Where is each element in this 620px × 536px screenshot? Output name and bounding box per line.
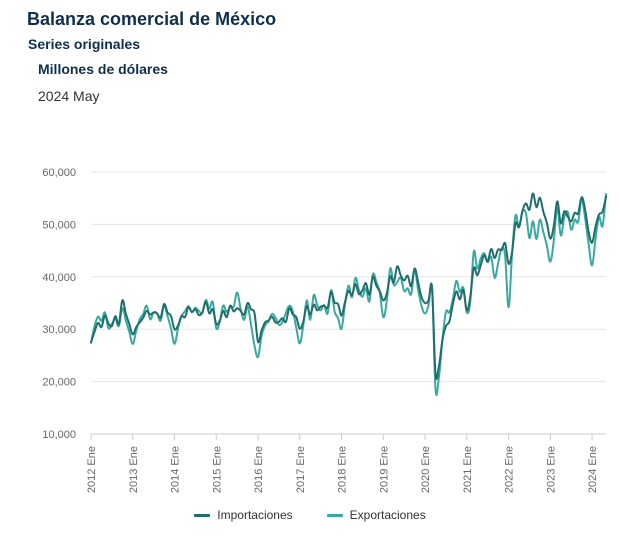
line-chart: 10,000 20,000 30,000 40,000 50,000 60,000 201… [42,167,607,493]
grid-lines [91,171,606,435]
x-tick-label: 2022 Ene [504,446,516,493]
legend-item-exportaciones[interactable]: Exportaciones [326,508,426,522]
chart-subtitle: Series originales [28,36,141,52]
x-tick-label: 2016 Ene [253,446,265,493]
x-tick-label: 2012 Ene [86,446,98,493]
x-tick-label: 2013 Ene [128,446,140,493]
legend-label-importaciones: Importaciones [217,508,293,522]
legend: Importaciones Exportaciones [0,508,620,522]
x-tick-label: 2024 Ene [587,446,599,493]
y-tick-label: 10,000 [42,429,76,441]
x-tick-label: 2017 Ene [295,446,307,493]
y-tick-label: 20,000 [42,377,76,389]
x-tick-label: 2021 Ene [462,446,474,493]
y-tick-label: 30,000 [42,324,76,336]
x-tick-label: 2023 Ene [545,446,557,493]
series-lines[interactable] [90,192,607,397]
x-axis: 2012 Ene 2013 Ene 2014 Ene 2015 Ene 2016 Ene… [86,434,599,493]
x-tick-label: 2020 Ene [420,446,432,493]
series-line-importaciones[interactable] [90,192,607,380]
legend-item-importaciones[interactable]: Importaciones [194,508,293,522]
legend-swatch-exportaciones [326,513,343,517]
legend-label-exportaciones: Exportaciones [349,508,426,522]
legend-swatch-importaciones [194,513,211,517]
x-tick-label: 2018 Ene [337,446,349,493]
y-tick-label: 40,000 [42,272,76,284]
x-tick-label: 2015 Ene [211,446,223,493]
y-tick-label: 60,000 [42,167,76,179]
units-label: Millones de dólares [38,61,168,77]
x-tick-label: 2014 Ene [170,446,182,493]
y-axis: 10,000 20,000 30,000 40,000 50,000 60,000 [42,167,76,441]
x-tick-label: 2019 Ene [378,446,390,493]
chart-title: Balanza comercial de México [27,9,277,29]
y-tick-label: 50,000 [42,219,76,231]
period-label: 2024 May [38,88,100,104]
